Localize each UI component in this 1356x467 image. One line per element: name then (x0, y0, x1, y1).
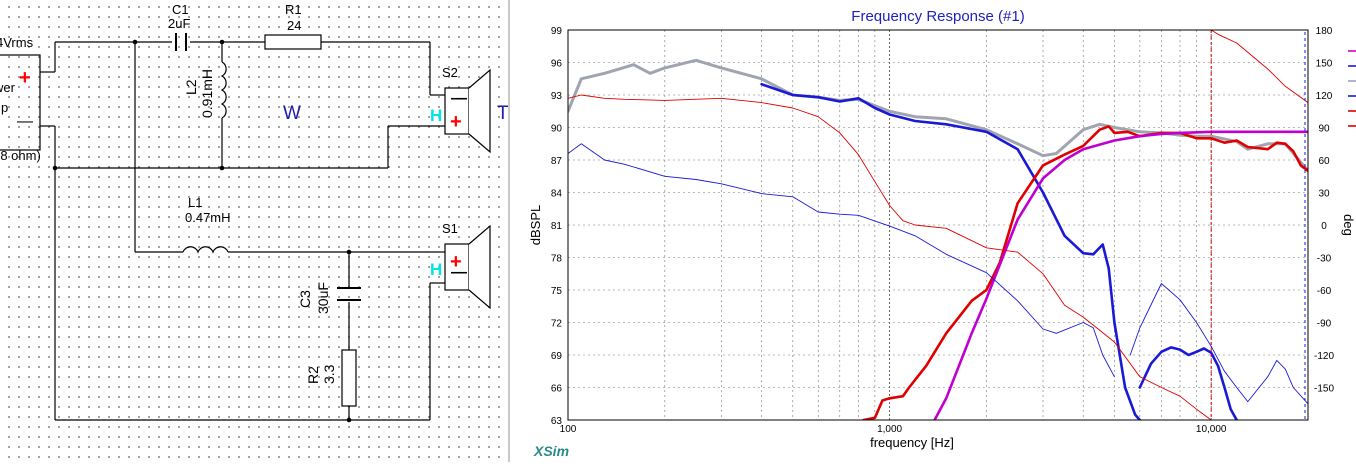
r2-name: R2 (305, 366, 321, 384)
plot-frame (567, 29, 1309, 421)
s1-minus-sign: — (451, 264, 467, 281)
curve-target (933, 130, 1308, 420)
s2-name: S2 (442, 65, 458, 80)
s1-speaker-cone (468, 224, 491, 310)
y2-tick-label: -150 (1314, 384, 1334, 395)
y-tick-label: 87 (551, 156, 563, 167)
y2-tick-label: 0 (1321, 221, 1327, 232)
curve-tweeter_spl (862, 125, 1308, 420)
x-axis-label: frequency [Hz] (870, 435, 954, 450)
amp-load-label: (8 ohm) (0, 148, 41, 163)
source-label: 4Vrms (0, 35, 34, 50)
y-tick-label: 63 (551, 416, 563, 427)
y2-tick-labels: -150 -120 -90 -60 -30 0 30 60 90 120 150 180 (1314, 26, 1334, 395)
c3-value: 30uF (315, 282, 331, 314)
s1-h-label: H (430, 260, 442, 279)
curve-woofer_phase_hf (1129, 283, 1308, 405)
s1-plus-sign: + (450, 251, 462, 273)
curves (568, 30, 1308, 420)
schematic-svg: 4Vrms wer p (8 ohm) + — C1 2uF R1 24 L2 … (0, 2, 508, 423)
x-tick-label: 10,000 (1196, 424, 1227, 435)
s1-name: S1 (442, 221, 458, 236)
y2-tick-label: 90 (1318, 124, 1330, 135)
y-tick-label: 72 (551, 319, 563, 330)
s2-plus-sign: + (450, 111, 462, 133)
s2-h-label: H (430, 106, 442, 125)
x-tick-label: 100 (560, 424, 577, 435)
s2-speaker-body (444, 87, 470, 135)
amp-minus-sign: — (17, 113, 33, 130)
curve-total_spl (568, 58, 1308, 173)
x-tick-labels: 100 1,000 10,000 (560, 424, 1227, 435)
l2-coil (220, 61, 227, 119)
l1-value: 0.47mH (185, 210, 231, 225)
y2-tick-label: -60 (1317, 286, 1332, 297)
y-tick-label: 69 (551, 351, 563, 362)
r1-value: 24 (287, 18, 301, 33)
xsim-watermark: XSim (533, 443, 569, 459)
y-tick-label: 84 (551, 189, 563, 200)
c3-name: C3 (297, 290, 313, 308)
y2-tick-label: 150 (1316, 59, 1333, 70)
y2-tick-label: -90 (1317, 319, 1332, 330)
tweeter-tag: T (497, 103, 508, 124)
y-tick-label: 75 (551, 286, 563, 297)
curve-tweeter_phase (568, 94, 1212, 420)
s2-speaker-cone (468, 68, 491, 154)
l1-name: L1 (188, 195, 202, 210)
curve-woofer_spl_hf (1138, 346, 1238, 420)
chart-title: Frequency Response (#1) (851, 8, 1024, 25)
amp-label-2: p (1, 100, 8, 115)
panel-divider[interactable] (508, 0, 510, 462)
y-tick-label: 93 (551, 91, 563, 102)
y-tick-label: 81 (551, 221, 563, 232)
r1-name: R1 (285, 2, 302, 17)
curve-woofer_phase (568, 143, 1115, 378)
y-tick-labels: 63 66 69 72 75 78 81 84 87 90 93 96 99 (551, 26, 563, 427)
chart-svg: Frequency Response (#1) 63 66 69 72 75 78 81 84… (528, 8, 1356, 459)
y2-axis-label: deg (1341, 214, 1356, 236)
l2-name: L2 (183, 79, 199, 95)
r2-value: 3.3 (321, 364, 337, 384)
y2-tick-label: 30 (1318, 189, 1330, 200)
y-tick-label: 90 (551, 124, 563, 135)
amp-box (0, 54, 41, 151)
frequency-response-chart: Frequency Response (#1) 63 66 69 72 75 78 81 84… (510, 0, 1356, 462)
y-tick-label: 96 (551, 59, 563, 70)
woofer-tag: W (283, 103, 301, 124)
r1-resistor (264, 34, 322, 50)
y2-tick-label: 60 (1318, 156, 1330, 167)
y-tick-label: 66 (551, 384, 563, 395)
c1-name: C1 (172, 2, 189, 17)
legend-marks (1348, 50, 1356, 127)
y2-tick-label: -120 (1314, 351, 1334, 362)
y2-tick-label: 120 (1316, 91, 1333, 102)
r2-resistor (341, 349, 357, 407)
curve-tweeter_phase_hf (1210, 30, 1308, 104)
s2-minus-sign: — (451, 90, 467, 107)
y2-tick-label: -30 (1317, 254, 1332, 265)
y-tick-label: 99 (551, 26, 563, 37)
x-tick-label: 1,000 (877, 424, 902, 435)
y2-tick-label: 180 (1316, 26, 1333, 37)
l2-value: 0.91mH (199, 69, 215, 118)
amp-label-1: wer (0, 80, 16, 95)
grid (568, 30, 1308, 420)
c1-value: 2uF (168, 16, 190, 31)
y-axis-label: dBSPL (528, 205, 543, 245)
s1-speaker-body (444, 243, 470, 291)
y-tick-label: 78 (551, 254, 563, 265)
schematic-panel: 4Vrms wer p (8 ohm) + — C1 2uF R1 24 L2 … (0, 0, 508, 462)
curve-woofer_spl (760, 82, 1142, 420)
amp-plus-sign: + (19, 67, 31, 89)
l1-coil (182, 246, 229, 254)
